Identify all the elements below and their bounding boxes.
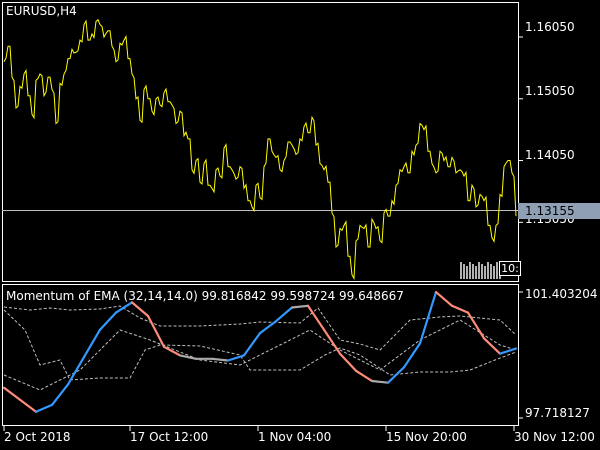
momentum-segment	[130, 301, 150, 318]
momentum-segment	[450, 304, 470, 314]
momentum-segment	[290, 304, 310, 309]
price-tick-label: 1.16050	[525, 20, 575, 34]
price-axis-ticks	[518, 36, 523, 419]
momentum-segment	[306, 304, 326, 331]
indicator-name: Momentum of EMA (32,14,14.0)	[6, 289, 198, 303]
momentum-segment	[18, 398, 38, 413]
momentum-segment	[162, 345, 182, 357]
momentum-series	[2, 291, 518, 413]
indicator-title: Momentum of EMA (32,14,14.0) 99.816842 9…	[6, 289, 404, 303]
momentum-segment	[418, 291, 438, 345]
momentum-segment	[338, 352, 358, 372]
momentum-bands	[3, 305, 517, 391]
momentum-segment	[466, 311, 486, 340]
symbol-label: EURUSD,H4	[6, 4, 77, 18]
time-tick-label: 17 Oct 12:00	[130, 430, 209, 444]
momentum-segment	[2, 386, 22, 401]
momentum-segment	[322, 328, 342, 355]
tick-volume-bars	[460, 262, 501, 279]
time-axis-ticks	[3, 426, 515, 431]
time-tick-label: 30 Nov 12:00	[514, 430, 595, 444]
indicator-values: 99.816842 99.598724 99.648667	[201, 289, 404, 303]
main-window-frame	[2, 2, 519, 282]
indicator-min-label: 97.718127	[525, 406, 590, 420]
time-tick-label: 1 Nov 04:00	[258, 430, 332, 444]
momentum-segment	[82, 328, 102, 359]
price-tick-label: 1.15050	[525, 84, 575, 98]
momentum-segment	[482, 337, 502, 355]
momentum-segment	[386, 366, 406, 384]
price-series	[3, 18, 517, 281]
momentum-segment	[434, 291, 454, 307]
time-tick-label: 15 Nov 20:00	[386, 430, 467, 444]
indicator-window-frame	[2, 284, 519, 426]
indicator-max-label: 101.403204	[525, 287, 598, 301]
momentum-segment	[114, 301, 134, 314]
price-tick-label: 1.14050	[525, 148, 575, 162]
current-price-badge: 1.13155	[518, 203, 600, 219]
momentum-segment	[146, 314, 166, 348]
momentum-segment	[498, 347, 518, 355]
momentum-segment	[34, 403, 54, 413]
time-tick-label: 2 Oct 2018	[4, 430, 71, 444]
momentum-segment	[370, 379, 390, 384]
momentum-segment	[402, 342, 422, 369]
momentum-segment	[274, 306, 294, 323]
momentum-segment	[178, 354, 198, 360]
momentum-segment	[258, 320, 278, 335]
momentum-segment	[210, 357, 230, 362]
upper-band-line	[3, 305, 517, 351]
momentum-segment	[242, 332, 262, 357]
lower-band-line	[3, 309, 517, 381]
signal-line	[3, 319, 517, 391]
momentum-segment	[50, 383, 70, 406]
momentum-segment	[98, 311, 118, 331]
momentum-segment	[66, 356, 86, 386]
momentum-segment	[354, 369, 374, 383]
momentum-segment	[226, 354, 246, 362]
price-line	[3, 18, 517, 281]
bar-timer: 10:	[499, 261, 521, 276]
